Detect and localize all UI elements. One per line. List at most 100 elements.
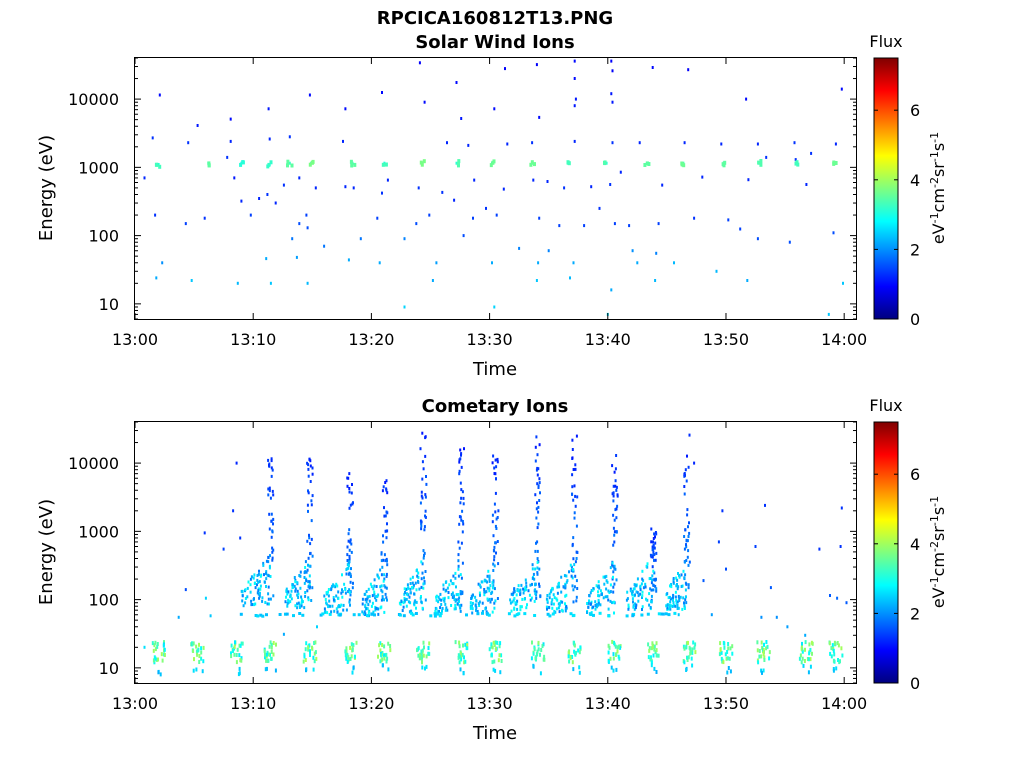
flux-cell xyxy=(613,566,616,570)
flux-cell xyxy=(533,162,536,167)
flux-cell xyxy=(265,577,268,581)
flux-cell xyxy=(407,586,410,590)
flux-cell xyxy=(685,479,688,483)
flux-cell xyxy=(603,160,607,165)
flux-cell xyxy=(332,596,335,599)
flux-cell xyxy=(383,577,386,581)
flux-cell xyxy=(256,583,258,587)
flux-cell xyxy=(441,607,444,610)
flux-cell xyxy=(269,640,272,645)
flux-cell xyxy=(305,579,308,583)
flux-cell xyxy=(457,567,460,571)
flux-cell xyxy=(453,607,456,611)
flux-cell xyxy=(845,601,848,605)
flux-cell xyxy=(565,606,568,610)
flux-cell xyxy=(266,602,269,606)
flux-cell xyxy=(458,469,461,473)
flux-cell xyxy=(685,543,687,547)
flux-cell xyxy=(607,643,610,648)
flux-cell xyxy=(565,574,568,578)
flux-cell xyxy=(472,593,474,597)
flux-cell xyxy=(350,491,353,495)
flux-cell xyxy=(653,546,656,550)
flux-cell xyxy=(721,509,724,513)
flux-cell xyxy=(307,467,310,471)
flux-cell xyxy=(307,509,309,513)
flux-cell xyxy=(406,592,409,596)
flux-cell xyxy=(539,652,541,657)
flux-cell xyxy=(462,522,465,526)
flux-cell xyxy=(308,533,310,537)
flux-cell xyxy=(341,590,344,594)
flux-cell xyxy=(421,460,424,464)
flux-cell xyxy=(558,224,561,228)
flux-cell xyxy=(573,139,576,143)
flux-cell xyxy=(611,464,614,468)
flux-cell xyxy=(676,600,679,604)
flux-cell xyxy=(491,520,494,524)
flux-cell xyxy=(157,670,160,675)
flux-cell xyxy=(657,612,661,616)
flux-cell xyxy=(440,603,443,606)
flux-cell xyxy=(529,162,533,167)
flux-cell xyxy=(381,191,383,195)
flux-cell xyxy=(615,516,618,520)
flux-cell xyxy=(307,645,310,650)
flux-cell xyxy=(457,598,460,602)
flux-cell xyxy=(537,510,540,514)
flux-cell xyxy=(458,472,461,476)
flux-cell xyxy=(470,606,473,609)
flux-cell xyxy=(235,660,238,665)
flux-cell xyxy=(349,538,352,542)
flux-cell xyxy=(240,658,243,663)
flux-cell xyxy=(534,582,537,586)
flux-cell xyxy=(686,658,689,662)
flux-cell xyxy=(347,564,350,568)
flux-cell xyxy=(384,481,387,484)
flux-cell xyxy=(458,644,461,649)
flux-cell xyxy=(348,600,351,604)
flux-cell xyxy=(309,542,312,546)
flux-cell xyxy=(727,218,730,222)
flux-cell xyxy=(458,596,461,600)
flux-cell xyxy=(344,588,347,591)
flux-cell xyxy=(590,602,592,606)
flux-cell xyxy=(386,563,389,567)
flux-cell xyxy=(494,510,497,514)
flux-cell xyxy=(300,595,303,599)
flux-cell xyxy=(184,588,187,592)
flux-cell xyxy=(256,614,260,618)
flux-cell xyxy=(337,596,340,600)
flux-cell xyxy=(720,142,723,146)
flux-cell xyxy=(466,643,469,648)
flux-cell xyxy=(162,643,165,648)
flux-cell xyxy=(674,604,677,608)
flux-cell xyxy=(676,603,679,607)
flux-cell xyxy=(412,583,415,587)
flux-cell xyxy=(636,591,639,595)
flux-cell xyxy=(653,571,656,575)
flux-cell xyxy=(422,653,425,658)
flux-cell xyxy=(493,549,496,553)
flux-cell xyxy=(688,521,690,525)
x-tick-label: 13:20 xyxy=(348,330,394,349)
flux-cell xyxy=(512,598,515,602)
flux-cell xyxy=(371,601,374,605)
flux-cell xyxy=(327,605,330,609)
flux-cell xyxy=(543,657,546,662)
flux-cell xyxy=(493,466,496,470)
flux-cell xyxy=(233,176,236,180)
flux-cell xyxy=(268,566,271,570)
flux-cell xyxy=(458,604,461,608)
flux-cell xyxy=(408,595,411,599)
plot-frame xyxy=(134,57,857,320)
flux-cell xyxy=(191,642,194,647)
flux-cell xyxy=(298,606,301,609)
flux-cell xyxy=(306,568,309,572)
flux-cell xyxy=(202,645,205,650)
flux-cell xyxy=(685,668,688,672)
flux-cell xyxy=(602,575,605,579)
flux-cell xyxy=(301,600,304,604)
flux-cell xyxy=(439,606,442,610)
flux-cell xyxy=(678,599,681,603)
